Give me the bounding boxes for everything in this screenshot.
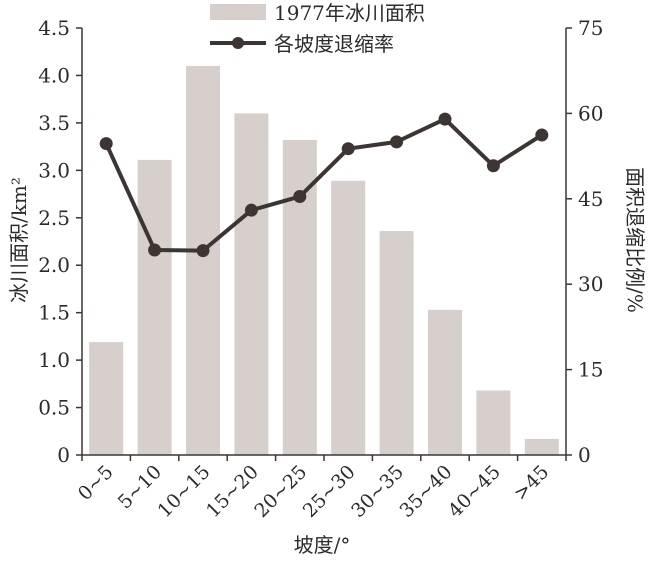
- y-right-tick-label: 15: [578, 358, 603, 382]
- y-left-tick-label: 0: [57, 443, 70, 467]
- line-series: [99, 112, 549, 258]
- bar-series: [89, 65, 559, 456]
- bar-15~20: [234, 113, 269, 456]
- y-left-tick-label: 3.5: [38, 111, 70, 135]
- x-tick-label: 0~5: [74, 461, 118, 505]
- x-tick-label: 25~30: [299, 461, 360, 522]
- bar-40~45: [476, 390, 511, 455]
- y-left-tick-label: 1.5: [38, 301, 70, 325]
- x-tick-label: 35~40: [396, 461, 457, 522]
- x-tick-label: 40~45: [444, 461, 505, 522]
- y-right-tick-label: 30: [578, 272, 603, 296]
- retreat-rate-line: [104, 117, 543, 253]
- line-point-20~25: [293, 190, 307, 204]
- legend-line-marker: [232, 37, 244, 49]
- x-tick-label: 20~25: [250, 461, 311, 522]
- bar-35~40: [428, 309, 462, 455]
- y-right-tick-label: 45: [578, 187, 603, 211]
- legend: 1977年冰川面积 各坡度退缩率: [210, 1, 425, 56]
- line-point-40~45: [486, 159, 500, 173]
- axes: [76, 27, 572, 461]
- y-right-tick-label: 75: [578, 16, 603, 40]
- x-tick-label: 30~35: [347, 461, 408, 522]
- line-point-15~20: [244, 203, 258, 217]
- line-point-35~40: [438, 112, 452, 126]
- legend-bar-swatch: [210, 4, 266, 20]
- bar-10~15: [186, 65, 220, 455]
- y-right-tick-label: 60: [578, 101, 603, 125]
- line-point-30~35: [390, 135, 404, 149]
- bar-0~5: [89, 342, 124, 455]
- line-point-5~10: [148, 243, 162, 257]
- x-tick-label: 15~20: [202, 461, 263, 522]
- bar-5~10: [137, 159, 172, 455]
- y-left-tick-label: 3.0: [38, 158, 70, 182]
- y-left-tick-label: 4.5: [38, 16, 70, 40]
- y-axis-right-label: 面积退缩比例/%: [623, 167, 647, 313]
- line-point-25~30: [341, 142, 355, 156]
- legend-bar-label: 1977年冰川面积: [274, 1, 425, 25]
- bar->45: [524, 438, 559, 455]
- y-left-tick-label: 1.0: [38, 348, 70, 372]
- y-right-tick-label: 0: [578, 443, 591, 467]
- bar-30~35: [379, 231, 414, 455]
- y-left-tick-label: 4.0: [38, 63, 70, 87]
- y-left-tick-label: 2.0: [38, 253, 70, 277]
- bar-25~30: [331, 180, 366, 455]
- line-point-10~15: [196, 244, 210, 258]
- y-left-tick-label: 0.5: [38, 396, 70, 420]
- x-axis-label: 坡度/°: [294, 533, 351, 557]
- y-axis-left-label: 冰川面积/km²: [7, 177, 31, 303]
- y-left-tick-label: 2.5: [38, 206, 70, 230]
- line-point-0~5: [99, 137, 113, 151]
- legend-line-label: 各坡度退缩率: [274, 32, 394, 56]
- x-tick-label: >45: [509, 461, 553, 505]
- line-point->45: [535, 128, 549, 142]
- x-tick-label: 10~15: [154, 461, 215, 522]
